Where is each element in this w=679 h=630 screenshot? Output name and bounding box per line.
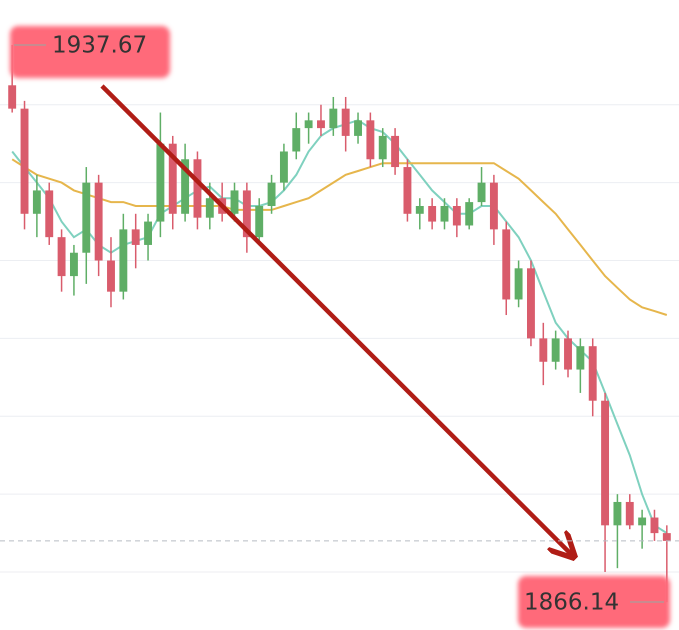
candle-body bbox=[601, 400, 610, 526]
low-price: 1866.14 bbox=[524, 590, 619, 616]
candle-body bbox=[428, 206, 437, 222]
candle-body bbox=[94, 182, 103, 261]
candle-body bbox=[465, 202, 474, 226]
candle-body bbox=[267, 182, 276, 207]
candle-body bbox=[304, 120, 313, 129]
candle-body bbox=[45, 190, 54, 238]
candle-body bbox=[193, 159, 202, 218]
label-box bbox=[518, 576, 670, 628]
candle-body bbox=[564, 338, 572, 370]
candle-body bbox=[279, 151, 288, 183]
candle-body bbox=[317, 120, 325, 129]
candle-body bbox=[391, 135, 400, 168]
candle-body bbox=[329, 108, 338, 129]
candle-body bbox=[415, 206, 424, 214]
candle-body bbox=[156, 143, 165, 222]
candle-body bbox=[69, 252, 78, 277]
candle-body bbox=[354, 120, 362, 136]
grid bbox=[0, 104, 679, 573]
candle-body bbox=[403, 167, 412, 214]
candle-body bbox=[502, 229, 511, 300]
candle-body bbox=[613, 501, 622, 526]
candle-body bbox=[144, 221, 152, 245]
candle-body bbox=[292, 128, 301, 152]
trend-arrow bbox=[100, 84, 572, 555]
candle-body bbox=[514, 268, 523, 300]
candle-body bbox=[625, 501, 634, 526]
candle-body bbox=[255, 206, 264, 238]
candle-body bbox=[489, 182, 498, 230]
candle-body bbox=[527, 268, 535, 339]
candle-body bbox=[452, 206, 461, 226]
candle-body bbox=[168, 143, 177, 214]
high-price: 1937.67 bbox=[52, 33, 147, 59]
candle-body bbox=[230, 190, 239, 214]
candle-body bbox=[662, 533, 671, 541]
candle-body bbox=[8, 85, 17, 109]
low-label: 1866.14 bbox=[518, 576, 670, 628]
candle-body bbox=[539, 338, 548, 362]
candle-body bbox=[181, 159, 190, 214]
candle-body bbox=[378, 135, 387, 160]
candle-body bbox=[638, 517, 647, 526]
label-box bbox=[10, 26, 170, 78]
high-label: 1937.67 bbox=[10, 26, 170, 78]
ma-line bbox=[11, 158, 668, 316]
candle-body bbox=[32, 190, 41, 214]
candle-body bbox=[576, 346, 585, 370]
candle-body bbox=[242, 190, 251, 238]
candle-body bbox=[366, 120, 375, 160]
candle-body bbox=[20, 108, 29, 214]
candle-body bbox=[119, 229, 128, 292]
candle-body bbox=[440, 206, 449, 222]
candle-body bbox=[551, 338, 560, 362]
candles bbox=[8, 45, 671, 603]
candle-body bbox=[341, 108, 350, 136]
candle-body bbox=[107, 260, 115, 292]
candle-body bbox=[650, 517, 659, 534]
candle-body bbox=[82, 182, 91, 253]
candle-body bbox=[588, 346, 597, 401]
candle-body bbox=[57, 237, 66, 277]
candle-body bbox=[205, 198, 214, 218]
candle-body bbox=[477, 182, 486, 203]
candle-body bbox=[131, 229, 140, 245]
